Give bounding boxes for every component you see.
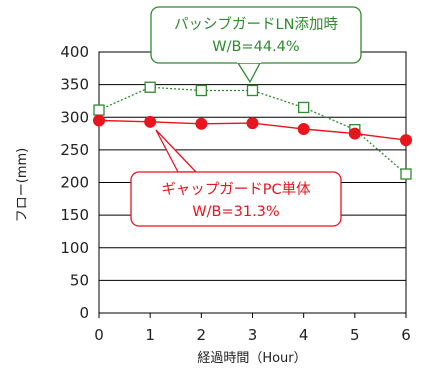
data-point: [93, 104, 105, 116]
y-tick-label: 200: [60, 174, 89, 192]
x-tick-label: 4: [299, 326, 309, 344]
callout-1: ギャップガードPC単体 W/B=31.3%: [130, 129, 342, 227]
callouts: パッシブガードLN添加時 W/B=44.4% ギャップガードPC単体 W/B=31.3…: [130, 6, 362, 227]
data-point: [298, 101, 310, 114]
data-point: [93, 114, 105, 127]
data-point: [195, 117, 208, 130]
tick-labels: 0 50 100 150 200 250 300 350 400 0 1 2 3 4 5 6: [60, 43, 410, 344]
data-point: [195, 84, 207, 97]
data-point: [144, 81, 156, 93]
callout-box: [130, 171, 342, 227]
series-1: [93, 114, 412, 147]
x-tick-label: 3: [248, 326, 258, 344]
x-axis-label: 経過時間（Hour）: [197, 351, 306, 366]
y-tick-label: 100: [60, 239, 89, 257]
y-tick-label: 0: [79, 304, 89, 322]
x-tick-label: 5: [350, 326, 360, 344]
y-tick-label: 400: [60, 43, 89, 61]
data-point: [246, 84, 259, 97]
x-tick-label: 6: [401, 326, 411, 344]
y-tick-label: 300: [60, 108, 89, 126]
data-point: [400, 168, 412, 180]
data-point: [348, 127, 361, 140]
data-point: [400, 134, 412, 147]
data-point: [246, 117, 259, 130]
y-tick-label: 50: [70, 271, 89, 289]
x-tick-label: 1: [145, 326, 155, 344]
callout-title: パッシブガードLN添加時: [174, 15, 338, 33]
series-layer: [93, 81, 412, 180]
data-point: [297, 122, 310, 135]
callout-subtitle: W/B=31.3%: [192, 204, 279, 220]
y-tick-label: 250: [60, 141, 89, 159]
y-tick-label: 150: [60, 206, 89, 224]
x-tick-label: 0: [94, 326, 104, 344]
callout-subtitle: W/B=44.4%: [212, 39, 299, 55]
callout-tail-mask: [237, 60, 261, 63]
y-tick-label: 350: [60, 76, 89, 94]
callout-0: パッシブガードLN添加時 W/B=44.4%: [150, 6, 362, 84]
data-point: [144, 115, 157, 128]
x-tick-label: 2: [197, 326, 207, 344]
callout-title: ギャップガードPC単体: [161, 181, 311, 198]
callout-tail-mask: [155, 173, 197, 176]
y-axis-label: フロー(mm): [15, 148, 30, 222]
